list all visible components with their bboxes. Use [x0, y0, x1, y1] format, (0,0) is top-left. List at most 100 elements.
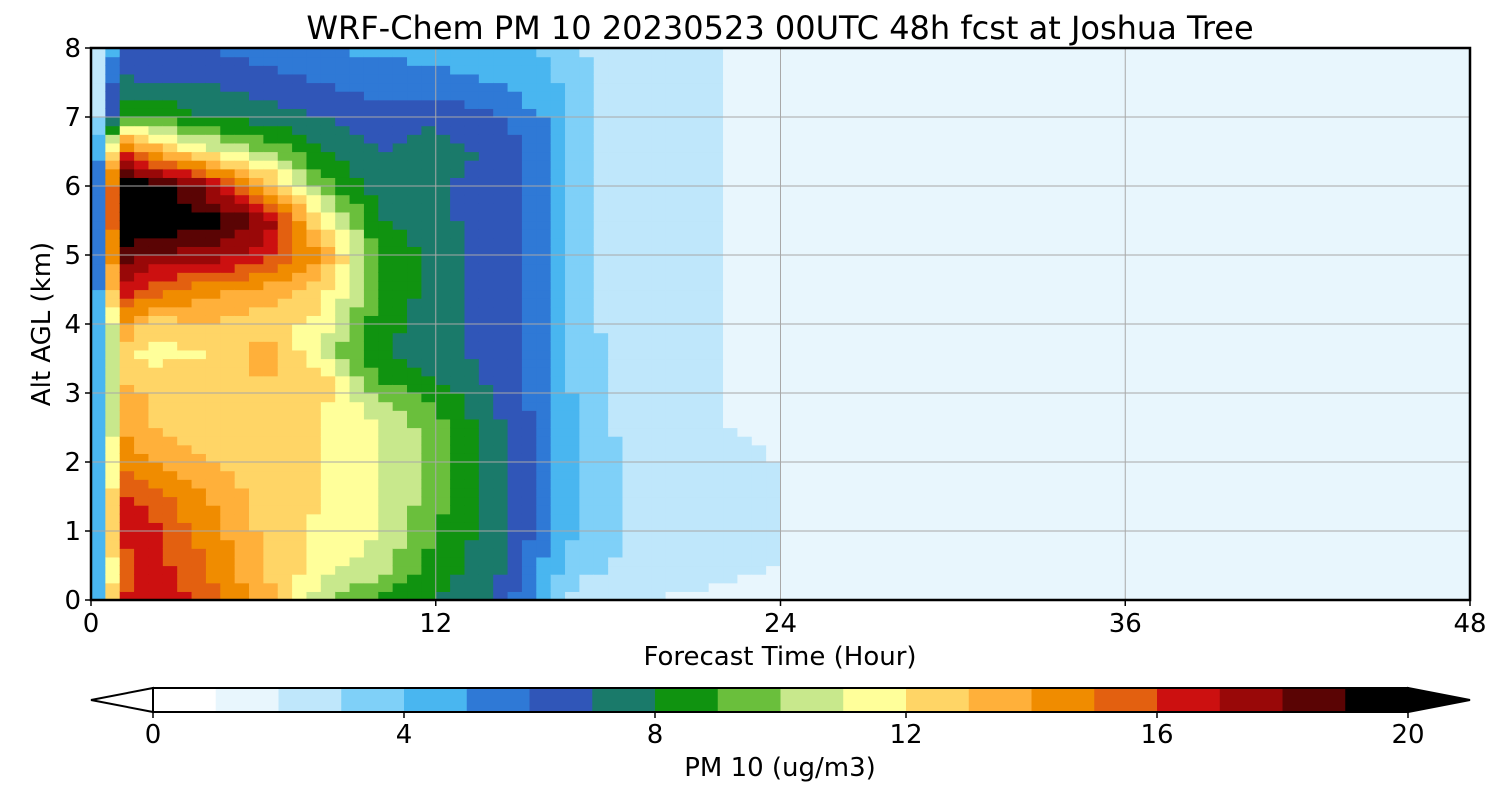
heatmap-cell: [895, 315, 911, 325]
heatmap-cell: [1153, 255, 1169, 265]
heatmap-cell: [234, 367, 250, 377]
heatmap-cell: [651, 436, 667, 446]
heatmap-cell: [119, 505, 135, 515]
heatmap-cell: [866, 220, 882, 230]
heatmap-cell: [450, 177, 466, 187]
heatmap-cell: [205, 479, 221, 489]
heatmap-cell: [924, 298, 940, 308]
heatmap-cell: [751, 487, 767, 498]
heatmap-cell: [249, 186, 264, 196]
heatmap-cell: [1067, 99, 1083, 109]
heatmap-cell: [651, 237, 667, 247]
heatmap-cell: [220, 324, 236, 334]
heatmap-cell: [521, 73, 537, 84]
heatmap-cell: [191, 134, 207, 144]
heatmap-cell: [679, 220, 695, 230]
heatmap-cell: [866, 548, 882, 558]
heatmap-cell: [349, 134, 365, 144]
heatmap-cell: [306, 306, 322, 316]
heatmap-cell: [435, 229, 451, 239]
heatmap-cell: [651, 513, 667, 523]
heatmap-cell: [392, 341, 408, 351]
heatmap-cell: [507, 556, 523, 567]
heatmap-cell: [435, 65, 451, 75]
heatmap-cell: [1053, 220, 1069, 230]
heatmap-cell: [478, 272, 494, 282]
heatmap-cell: [220, 496, 236, 506]
heatmap-cell: [593, 410, 609, 420]
heatmap-cell: [809, 134, 825, 144]
heatmap-cell: [320, 367, 336, 377]
heatmap-cell: [837, 401, 853, 411]
heatmap-cell: [737, 565, 753, 575]
heatmap-cell: [148, 436, 164, 446]
heatmap-cell: [148, 108, 164, 118]
heatmap-cell: [277, 263, 293, 273]
heatmap-cell: [249, 229, 264, 239]
heatmap-cell: [134, 556, 150, 567]
heatmap-cell: [177, 548, 193, 558]
heatmap-cell: [1125, 462, 1141, 472]
heatmap-cell: [478, 99, 494, 109]
heatmap-cell: [450, 539, 466, 549]
heatmap-cell: [823, 203, 839, 213]
heatmap-cell: [292, 82, 308, 92]
heatmap-cell: [105, 289, 121, 299]
heatmap-cell: [392, 444, 408, 454]
heatmap-cell: [306, 263, 322, 273]
heatmap-cell: [1053, 151, 1069, 161]
heatmap-cell: [435, 237, 451, 247]
heatmap-cell: [1182, 496, 1198, 506]
heatmap-cell: [636, 298, 652, 308]
heatmap-cell: [335, 436, 351, 446]
heatmap-cell: [723, 393, 738, 403]
heatmap-cell: [909, 479, 925, 489]
heatmap-cell: [852, 384, 868, 394]
heatmap-cell: [579, 418, 595, 429]
heatmap-cell: [737, 203, 753, 213]
heatmap-cell: [679, 186, 695, 196]
heatmap-cell: [823, 548, 839, 558]
heatmap-cell: [536, 211, 552, 222]
heatmap-cell: [392, 556, 408, 567]
heatmap-cell: [665, 151, 681, 161]
heatmap-cell: [335, 99, 351, 109]
heatmap-cell: [665, 332, 681, 342]
heatmap-cell: [277, 591, 293, 601]
heatmap-cell: [780, 237, 796, 247]
heatmap-cell: [220, 186, 236, 196]
heatmap-cell: [220, 453, 236, 463]
heatmap-cell: [493, 315, 509, 325]
heatmap-cell: [464, 263, 480, 273]
heatmap-cell: [1153, 194, 1169, 204]
heatmap-cell: [550, 384, 566, 394]
heatmap-cell: [866, 272, 882, 282]
heatmap-cell: [134, 341, 150, 351]
heatmap-cell: [507, 367, 523, 377]
heatmap-cell: [636, 444, 652, 454]
heatmap-cell: [536, 280, 552, 291]
heatmap-cell: [924, 531, 940, 541]
heatmap-cell: [148, 418, 164, 429]
heatmap-cell: [866, 229, 882, 239]
heatmap-cell: [751, 470, 767, 480]
heatmap-cell: [723, 332, 738, 342]
heatmap-cell: [809, 142, 825, 153]
heatmap-cell: [435, 462, 451, 472]
heatmap-cell: [852, 306, 868, 316]
heatmap-cell: [148, 142, 164, 153]
heatmap-cell: [378, 229, 394, 239]
heatmap-cell: [119, 237, 135, 247]
heatmap-cell: [205, 151, 221, 161]
heatmap-cell: [536, 548, 552, 558]
heatmap-cell: [421, 246, 437, 256]
heatmap-cell: [723, 410, 738, 420]
heatmap-cell: [651, 177, 667, 187]
heatmap-cell: [881, 548, 897, 558]
heatmap-cell: [909, 453, 925, 463]
heatmap-cell: [1182, 298, 1198, 308]
heatmap-cell: [1039, 298, 1055, 308]
heatmap-cell: [694, 453, 710, 463]
heatmap-cell: [134, 332, 150, 342]
heatmap-cell: [909, 531, 925, 541]
